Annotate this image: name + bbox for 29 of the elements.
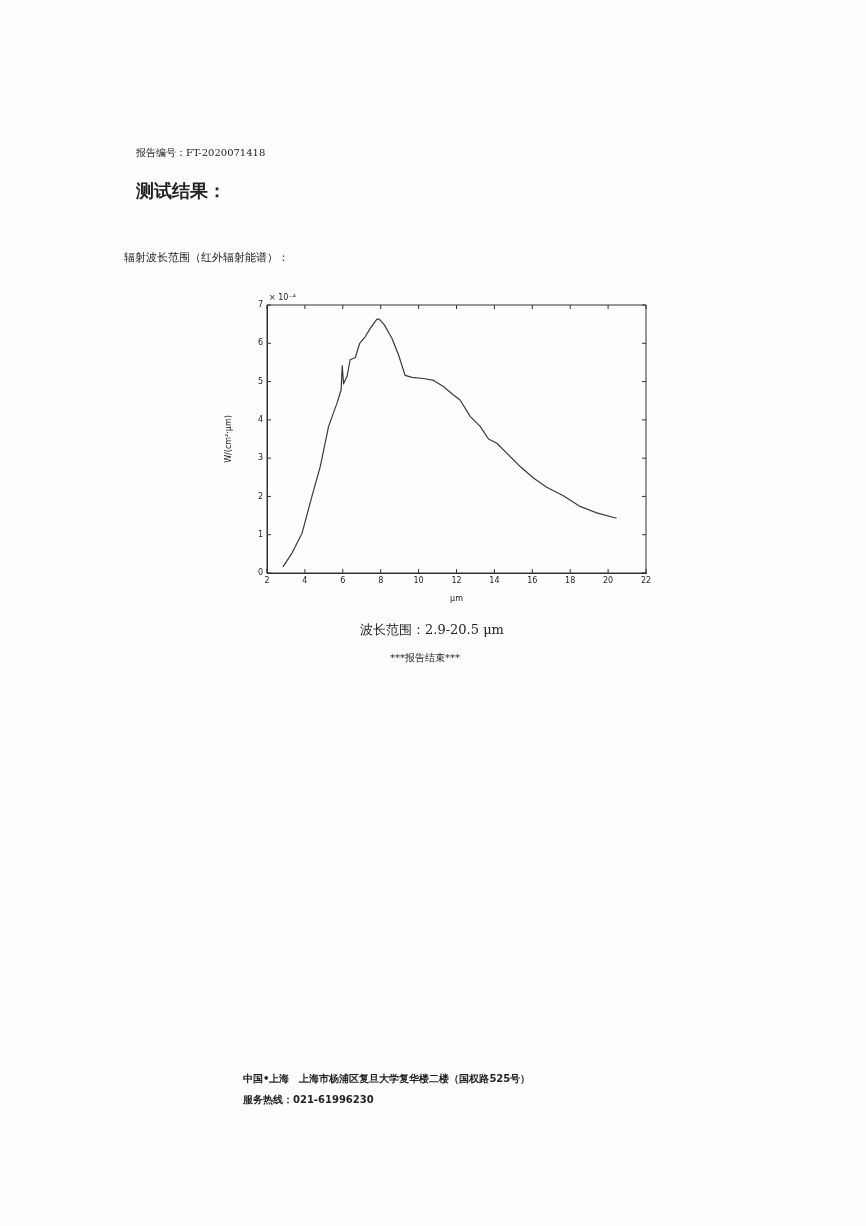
y-tick-label: 3	[257, 453, 263, 463]
y-tick-label: 4	[257, 414, 263, 424]
y-axis-title: W/(cm²·μm)	[223, 415, 233, 463]
x-tick-label: 10	[413, 575, 424, 585]
text: ***报告结束***	[390, 651, 460, 665]
y-tick-label: 2	[257, 491, 263, 501]
x-tick-label: 2	[264, 575, 270, 585]
x-tick-label: 4	[302, 575, 308, 585]
x-tick-label: 8	[378, 575, 384, 585]
y-tick-label: 1	[257, 529, 263, 539]
x-tick-label: 6	[340, 575, 346, 585]
y-tick-label: 7	[257, 300, 263, 310]
y-tick-label: 6	[257, 338, 263, 348]
x-tick-label: 22	[640, 575, 652, 585]
text: 服务热线：021-61996230	[243, 1093, 374, 1107]
text: 报告编号：FT-2020071418	[136, 146, 266, 160]
x-axis-title: μm	[450, 594, 464, 604]
text: 中国•上海 上海市杨浦区复旦大学复华楼二楼（国权路525号）	[243, 1072, 531, 1086]
x-tick-label: 20	[603, 575, 614, 585]
x-tick-label: 12	[451, 575, 462, 585]
text: × 10⁻⁴	[269, 293, 296, 303]
y-tick-label: 5	[257, 376, 263, 386]
x-tick-label: 18	[565, 575, 576, 585]
chart-subtitle: 辐射波长范围（红外辐射能谱）：	[124, 250, 289, 265]
text: 波长范围：2.9-20.5 μm	[360, 621, 504, 639]
chart-title: 测试结果：	[136, 179, 226, 203]
x-tick-label: 16	[527, 575, 538, 585]
x-tick-label: 14	[489, 575, 500, 585]
y-tick-label: 0	[257, 568, 263, 578]
